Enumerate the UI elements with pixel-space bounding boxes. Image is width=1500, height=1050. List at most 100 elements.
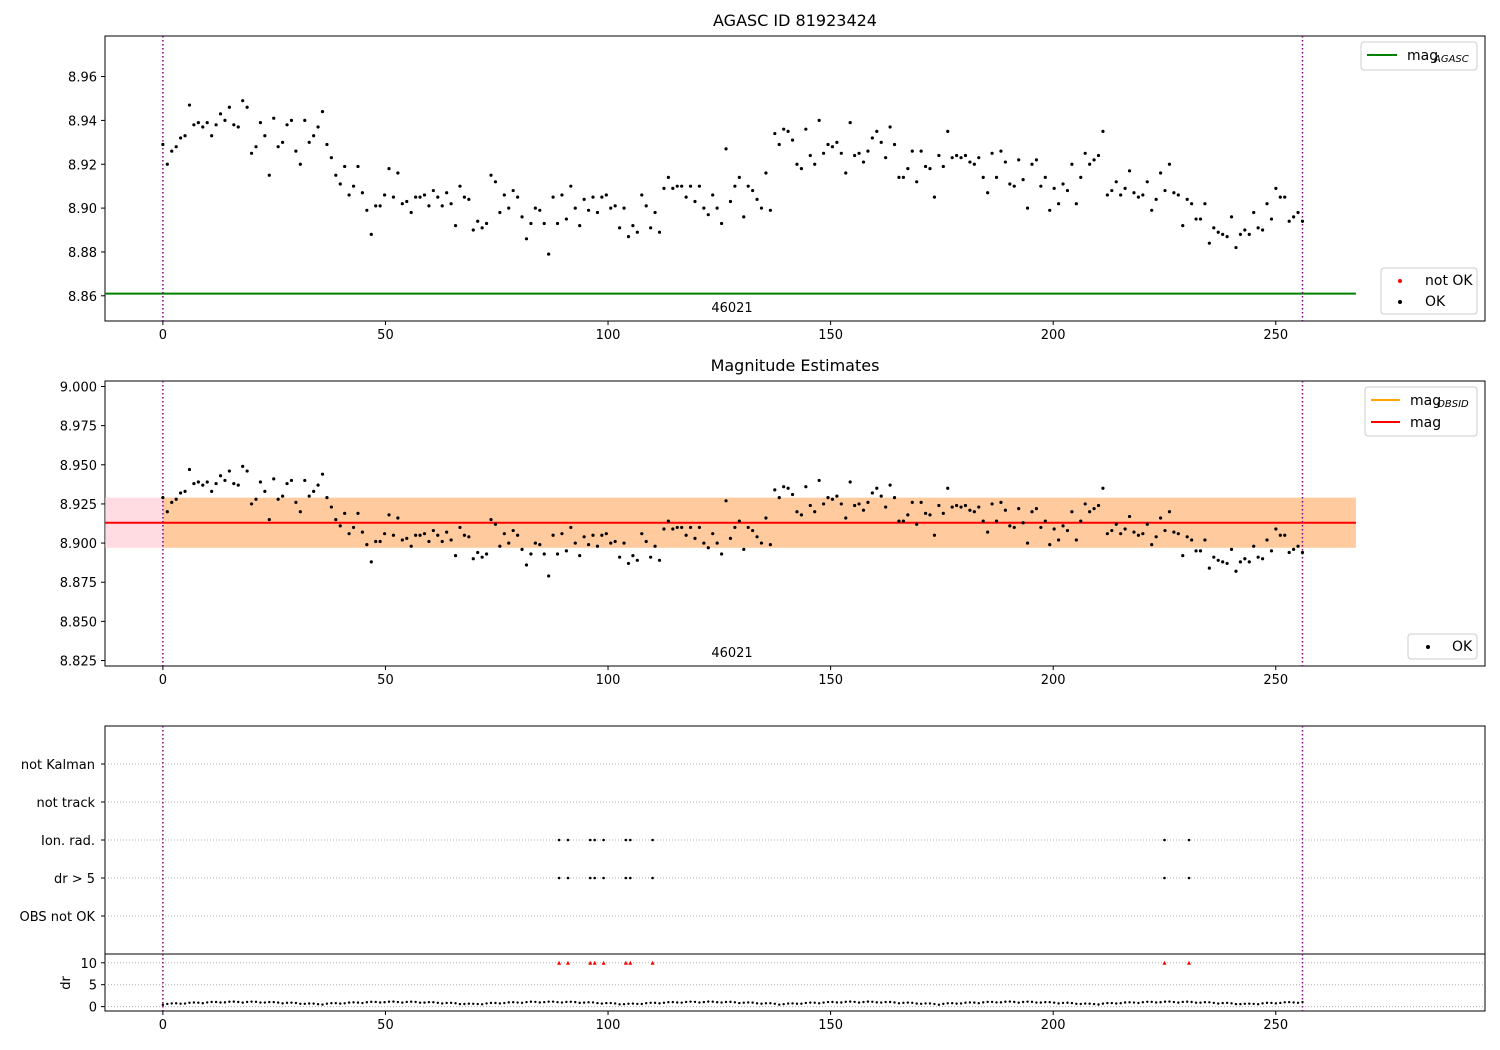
data-point	[289, 118, 294, 123]
data-point	[604, 193, 608, 197]
dr-point	[1070, 1001, 1074, 1005]
data-point	[622, 206, 626, 210]
dr-point	[485, 1002, 488, 1005]
data-point	[458, 184, 462, 188]
dr-point	[857, 1001, 861, 1004]
dr-point	[1132, 1001, 1136, 1004]
data-point	[1136, 195, 1141, 199]
y-tick-label: 9.000	[60, 380, 97, 395]
dr-point	[928, 1002, 932, 1005]
dr-point	[631, 1002, 635, 1005]
data-point	[1296, 210, 1300, 215]
dr-point	[214, 1000, 218, 1004]
data-point	[719, 221, 724, 226]
data-point	[214, 481, 218, 486]
dr-point	[489, 1001, 493, 1005]
dr-point	[1154, 1001, 1158, 1004]
dr-point	[662, 1001, 666, 1004]
legend-label-ok: OK	[1425, 294, 1446, 310]
data-point	[467, 535, 471, 539]
data-point	[901, 519, 905, 523]
data-point	[986, 530, 990, 534]
dr-point	[742, 1001, 745, 1004]
data-point	[382, 193, 387, 197]
dr-point	[538, 1001, 541, 1004]
data-point	[1278, 533, 1282, 537]
data-point	[210, 489, 214, 493]
dr-point	[835, 1001, 839, 1004]
x-tick-label: 200	[1041, 328, 1066, 343]
data-point	[986, 191, 990, 195]
flags-marks: OBS not OK dr > 5 Ion. rad. not track not Ka…	[20, 726, 1485, 954]
dr-capped-marker	[592, 960, 597, 965]
data-point	[254, 145, 258, 149]
x-tick-label: 0	[159, 328, 167, 343]
data-point	[569, 184, 573, 188]
data-point	[378, 204, 382, 208]
data-point	[1141, 532, 1145, 536]
dr-capped-marker	[623, 960, 628, 965]
data-point	[493, 522, 498, 526]
data-point	[1017, 507, 1021, 511]
dr-point	[946, 1002, 949, 1005]
data-point	[484, 552, 489, 556]
dr-point	[786, 1002, 790, 1005]
data-point	[325, 496, 329, 500]
flag-point	[557, 838, 561, 842]
dr-point	[556, 1000, 559, 1004]
data-point	[1061, 524, 1065, 528]
data-point	[657, 230, 662, 234]
data-point	[1101, 486, 1105, 490]
data-point	[711, 193, 715, 197]
data-point	[1008, 182, 1012, 186]
panel-title-agasc: AGASC ID 81923424	[713, 11, 877, 30]
dr-point	[339, 1002, 342, 1005]
data-point	[782, 485, 786, 489]
data-point	[892, 142, 897, 147]
data-point	[360, 530, 365, 534]
flag-point	[1187, 876, 1191, 880]
flag-point	[1163, 876, 1166, 880]
dr-point	[689, 1000, 692, 1003]
dr-point	[1008, 1000, 1012, 1003]
dr-point	[565, 1000, 568, 1004]
dr-point	[472, 1002, 475, 1005]
data-point	[737, 175, 741, 180]
data-point	[449, 202, 453, 206]
dr-point	[418, 1001, 422, 1004]
data-point	[768, 543, 772, 547]
data-point	[1114, 522, 1118, 526]
data-point	[1083, 151, 1087, 155]
data-point	[932, 195, 937, 199]
data-point	[657, 558, 662, 562]
data-point	[356, 164, 360, 169]
dr-point	[197, 1001, 200, 1004]
data-point	[409, 210, 413, 215]
data-point	[821, 502, 826, 506]
flag-point	[624, 838, 628, 842]
data-point	[817, 478, 821, 483]
data-point	[453, 554, 458, 558]
legend-label-not-ok: not OK	[1425, 273, 1473, 289]
dr-point	[574, 1000, 577, 1004]
flag-point	[628, 876, 632, 880]
dr-point	[374, 1000, 377, 1004]
data-point	[298, 162, 302, 166]
data-point	[307, 494, 311, 498]
data-point	[919, 149, 923, 153]
dr-point	[498, 1002, 502, 1005]
dr-point	[693, 1000, 697, 1004]
data-point	[768, 208, 772, 212]
dr-point	[1185, 1000, 1189, 1003]
dr-point	[1243, 1002, 1247, 1005]
data-point	[1181, 224, 1185, 228]
data-point	[276, 145, 280, 149]
data-point	[582, 197, 586, 201]
data-point	[187, 103, 192, 107]
dr-point	[480, 1003, 484, 1006]
dr-point	[871, 1000, 874, 1003]
data-point	[932, 533, 937, 537]
data-point	[1039, 184, 1043, 188]
dr-point	[268, 1000, 271, 1004]
data-point	[680, 184, 684, 188]
